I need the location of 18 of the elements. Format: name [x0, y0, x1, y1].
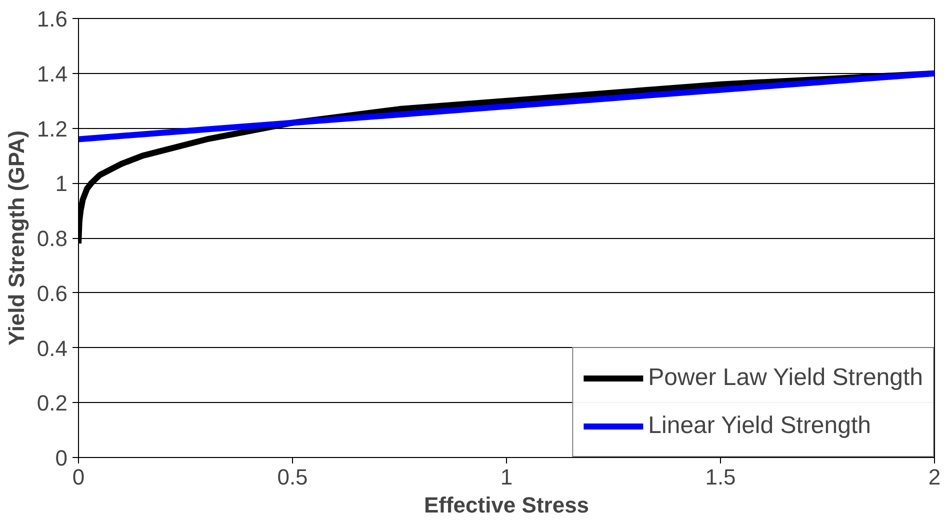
x-tick-label: 1.5 — [705, 464, 736, 490]
y-tick-label: 0.6 — [36, 280, 68, 306]
y-tick-label: 1.2 — [36, 116, 68, 142]
y-tick-label: 1 — [55, 171, 68, 196]
y-tick-label: 0 — [55, 446, 68, 470]
x-tick-label: 0 — [72, 464, 85, 490]
y-tick-label: 0.2 — [36, 390, 68, 416]
x-tick-label: 0.5 — [277, 464, 308, 490]
y-tick-label: 1.4 — [36, 61, 68, 86]
y-tick-label: 0.8 — [36, 226, 68, 251]
legend-label: Linear Yield Strength — [648, 411, 871, 441]
y-tick-label: 1.6 — [36, 6, 68, 32]
legend-label: Power Law Yield Strength — [648, 363, 923, 393]
y-axis-title: Yield Strength (GPA) — [4, 130, 29, 346]
x-tick-label: 2 — [928, 464, 941, 490]
x-axis-title: Effective Stress — [424, 492, 590, 518]
x-tick-label: 1 — [500, 464, 513, 490]
y-tick-label: 0.4 — [36, 336, 68, 361]
